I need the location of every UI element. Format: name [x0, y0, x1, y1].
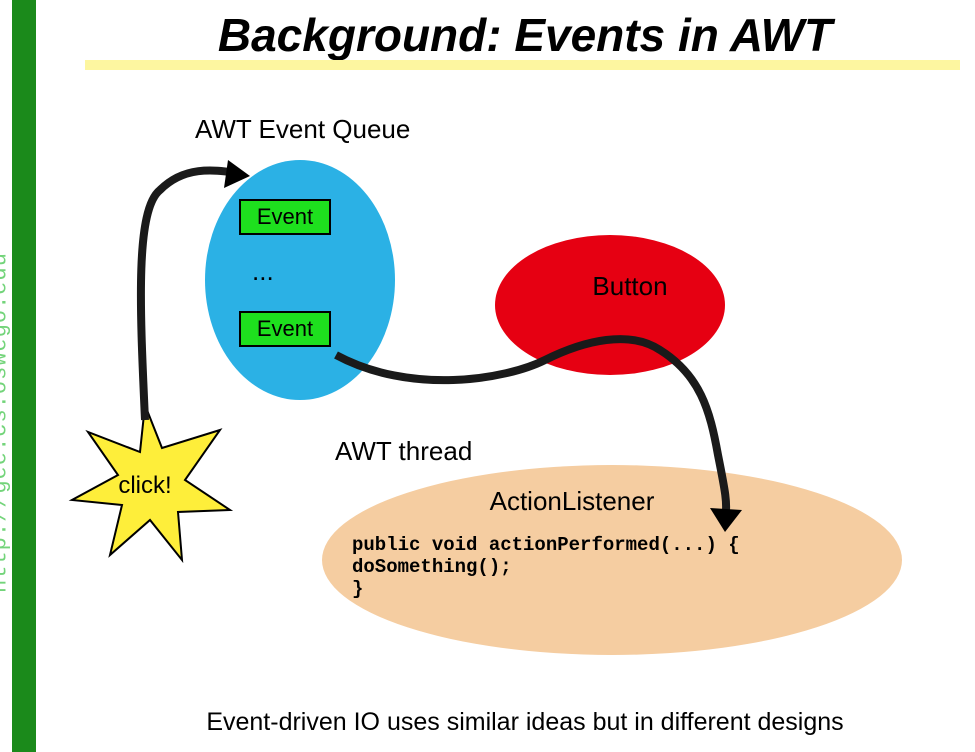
slide: http://gee.cs.oswego.edu Background: Eve…	[0, 0, 975, 752]
event-box-1: Event	[240, 200, 330, 234]
bottom-caption: Event-driven IO uses similar ideas but i…	[100, 708, 950, 737]
queue-ellipse	[205, 160, 395, 400]
click-label: click!	[118, 472, 171, 499]
button-label: Button	[592, 271, 667, 301]
event-box-2: Event	[240, 312, 330, 346]
button-ellipse	[495, 235, 725, 375]
listener-code-line-2: doSomething();	[352, 556, 512, 578]
listener-code-line-3: }	[352, 578, 363, 600]
svg-text:Event: Event	[257, 204, 313, 229]
thread-label: AWT thread	[335, 436, 472, 466]
svg-text:Event: Event	[257, 316, 313, 341]
diagram-svg: Event Event ... Button click! ActionList…	[0, 0, 975, 752]
queue-label: AWT Event Queue	[195, 114, 410, 144]
listener-code-line-1: public void actionPerformed(...) {	[352, 534, 740, 556]
listener-title: ActionListener	[490, 486, 655, 516]
queue-ellipsis: ...	[252, 256, 274, 286]
